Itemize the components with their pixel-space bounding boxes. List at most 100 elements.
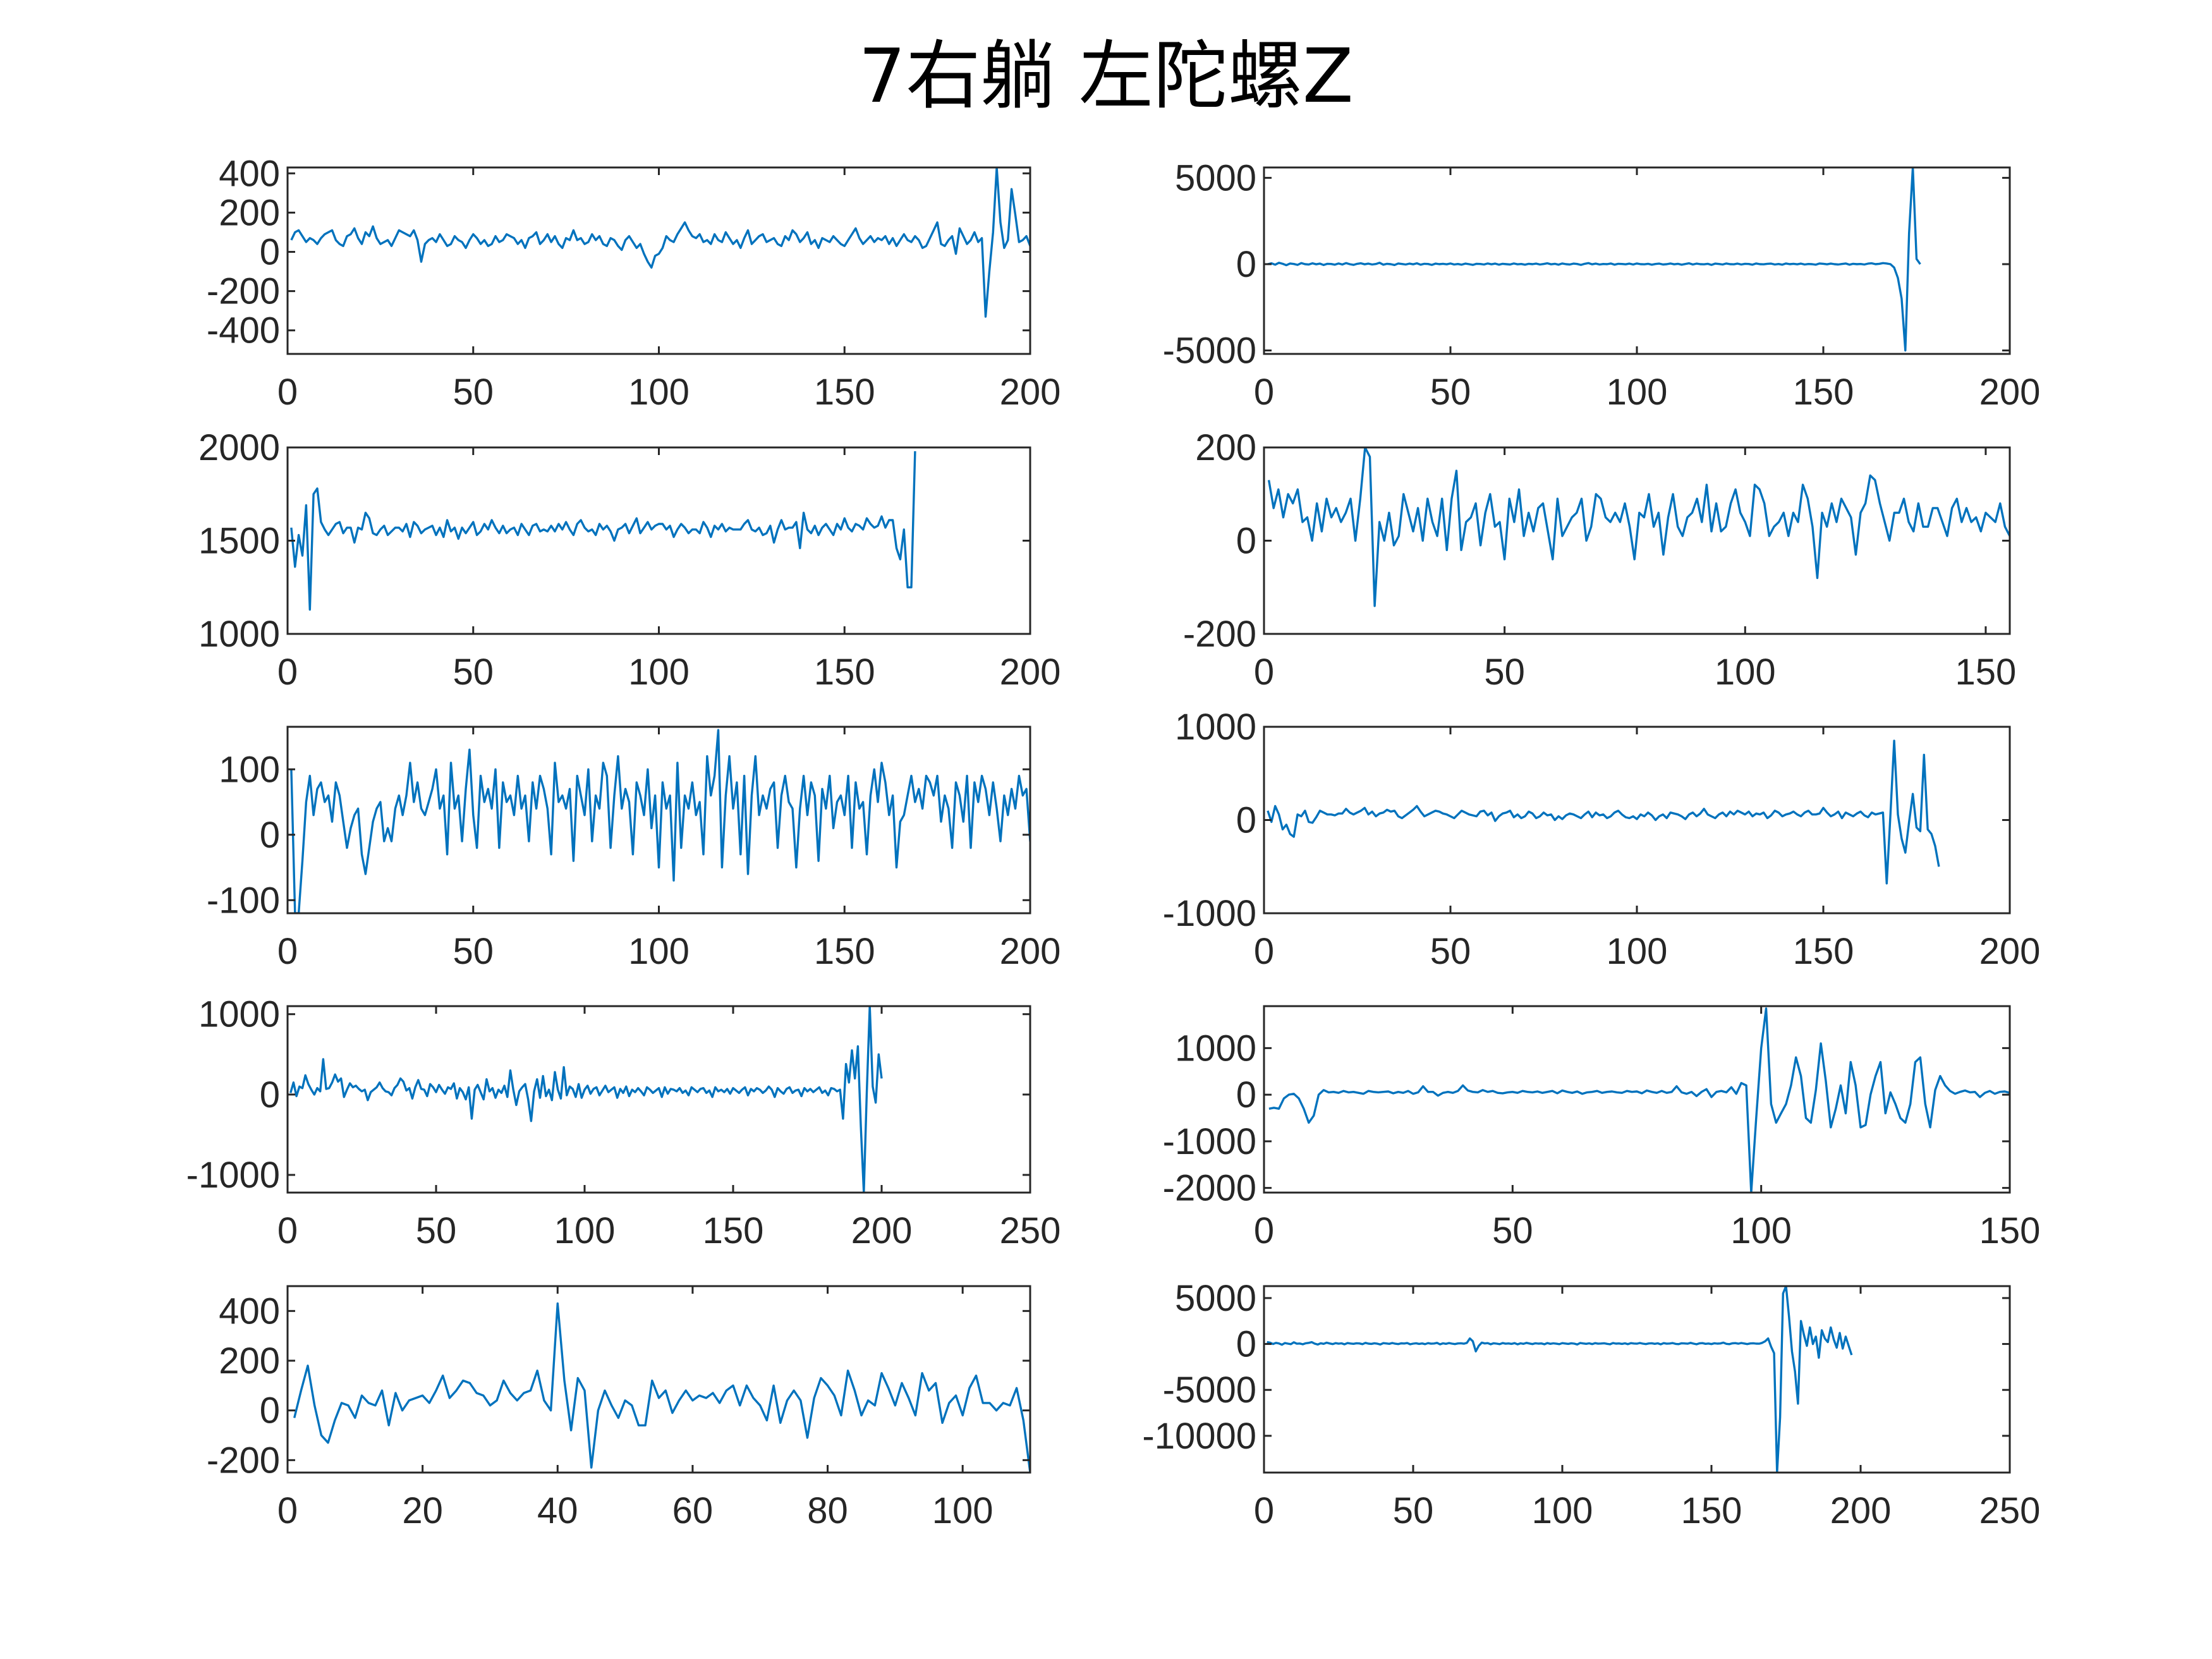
- x-tick-label: 250: [1979, 1490, 2041, 1531]
- x-tick-label: 0: [1254, 1210, 1274, 1251]
- data-line-7: [289, 1006, 883, 1193]
- x-tick-label: 0: [277, 1490, 298, 1531]
- x-tick-label: 200: [1000, 931, 1061, 972]
- y-tick-label: 1000: [198, 614, 280, 655]
- x-tick-label: 0: [1254, 652, 1274, 693]
- x-tick-label: 200: [1830, 1490, 1892, 1531]
- y-tick-label: 1500: [198, 521, 280, 562]
- x-tick-label: 200: [1000, 652, 1061, 693]
- data-line-1: [290, 167, 1030, 318]
- x-tick-label: 0: [1254, 1490, 1274, 1531]
- x-tick-label: 100: [554, 1210, 616, 1251]
- x-tick-label: 100: [628, 372, 690, 413]
- x-tick-label: 150: [1793, 931, 1854, 972]
- x-tick-label: 200: [1979, 931, 2041, 972]
- x-tick-label: 50: [1430, 931, 1471, 972]
- x-tick-label: 40: [537, 1490, 578, 1531]
- x-tick-label: 100: [1730, 1210, 1792, 1251]
- subplot-3: 0 50 100 150 200 1000 1500 2000: [198, 427, 1060, 693]
- x-tick-label: 100: [1607, 931, 1668, 972]
- y-tick-label: 0: [260, 815, 280, 856]
- x-tick-label: 150: [1979, 1210, 2041, 1251]
- x-tick-label: 50: [453, 372, 494, 413]
- x-tick-label: 100: [1607, 372, 1668, 413]
- data-line-10: [1267, 1286, 1853, 1473]
- x-tick-label: 100: [628, 931, 690, 972]
- subplot-9: 0 20 40 60 80 100 -200 0 200 400: [207, 1285, 1031, 1531]
- x-tick-label: 200: [1979, 372, 2041, 413]
- x-tick-label: 100: [1532, 1490, 1593, 1531]
- y-tick-label: -200: [207, 271, 280, 312]
- axes-frame: [286, 166, 1031, 355]
- x-tick-label: 100: [1715, 652, 1776, 693]
- subplot-8: 0 50 100 150 -2000 -1000 0 1000: [1163, 1005, 2041, 1251]
- x-tick-label: 100: [932, 1490, 994, 1531]
- subplot-5: 0 50 100 150 200 -100 0 100: [207, 726, 1061, 972]
- y-tick-label: 5000: [1175, 1278, 1256, 1319]
- y-tick-label: -2000: [1163, 1168, 1256, 1209]
- axes-frame: [1263, 1285, 2011, 1474]
- x-tick-label: 150: [814, 931, 875, 972]
- subplot-7: 0 50 100 150 200 250 -1000 0 1000: [186, 994, 1061, 1251]
- y-tick-label: 0: [1236, 1074, 1256, 1115]
- x-tick-label: 200: [851, 1210, 913, 1251]
- y-tick-label: 1000: [1175, 1028, 1256, 1069]
- x-tick-label: 150: [1681, 1490, 1742, 1531]
- y-tick-label: 5000: [1175, 157, 1256, 198]
- y-tick-label: -1000: [1163, 1121, 1256, 1162]
- y-tick-label: 0: [260, 232, 280, 273]
- y-tick-label: 200: [219, 192, 280, 233]
- y-tick-label: 200: [219, 1340, 280, 1382]
- x-tick-label: 200: [1000, 372, 1061, 413]
- x-tick-label: 50: [1484, 652, 1525, 693]
- x-tick-label: 0: [277, 372, 298, 413]
- x-tick-label: 80: [807, 1490, 848, 1531]
- x-tick-label: 150: [1955, 652, 2017, 693]
- x-tick-label: 0: [277, 652, 298, 693]
- axes-frame: [286, 1285, 1031, 1474]
- y-tick-label: -10000: [1142, 1416, 1256, 1457]
- x-tick-label: 60: [672, 1490, 714, 1531]
- x-tick-label: 20: [402, 1490, 443, 1531]
- x-tick-label: 50: [1393, 1490, 1434, 1531]
- y-tick-label: 0: [1236, 1324, 1256, 1365]
- y-tick-label: -400: [207, 310, 280, 351]
- x-tick-label: 0: [1254, 931, 1274, 972]
- x-tick-label: 50: [453, 652, 494, 693]
- y-tick-label: 0: [260, 1390, 280, 1431]
- y-tick-label: 200: [1195, 427, 1256, 468]
- x-tick-label: 100: [628, 652, 690, 693]
- axes-frame: [1263, 1005, 2011, 1194]
- axes-frame: [1263, 166, 2011, 355]
- y-tick-label: 0: [1236, 521, 1256, 562]
- x-tick-label: 50: [1430, 372, 1471, 413]
- x-tick-label: 150: [1793, 372, 1854, 413]
- y-tick-label: 2000: [198, 427, 280, 468]
- axes-frame: [286, 446, 1031, 635]
- y-tick-label: -5000: [1163, 1370, 1256, 1411]
- y-tick-label: 100: [219, 749, 280, 790]
- data-line-3: [290, 451, 916, 611]
- x-tick-label: 0: [277, 1210, 298, 1251]
- chart-title: 7右躺 左陀螺Z: [858, 32, 1354, 119]
- data-line-4: [1267, 447, 2010, 607]
- x-tick-label: 150: [814, 652, 875, 693]
- data-line-5: [290, 729, 1030, 913]
- data-line-6: [1267, 739, 1940, 885]
- axes-frame: [286, 1005, 1031, 1194]
- x-tick-label: 150: [703, 1210, 764, 1251]
- x-tick-label: 50: [1492, 1210, 1533, 1251]
- data-line-2: [1267, 167, 1921, 352]
- y-tick-label: 400: [219, 1291, 280, 1332]
- y-tick-label: -5000: [1163, 331, 1256, 372]
- y-tick-label: 1000: [198, 994, 280, 1035]
- y-tick-label: -1000: [186, 1155, 280, 1196]
- data-line-9: [293, 1302, 1030, 1473]
- axes-frame: [286, 726, 1031, 915]
- y-tick-label: -200: [207, 1440, 280, 1481]
- x-tick-label: 50: [453, 931, 494, 972]
- x-tick-label: 0: [1254, 372, 1274, 413]
